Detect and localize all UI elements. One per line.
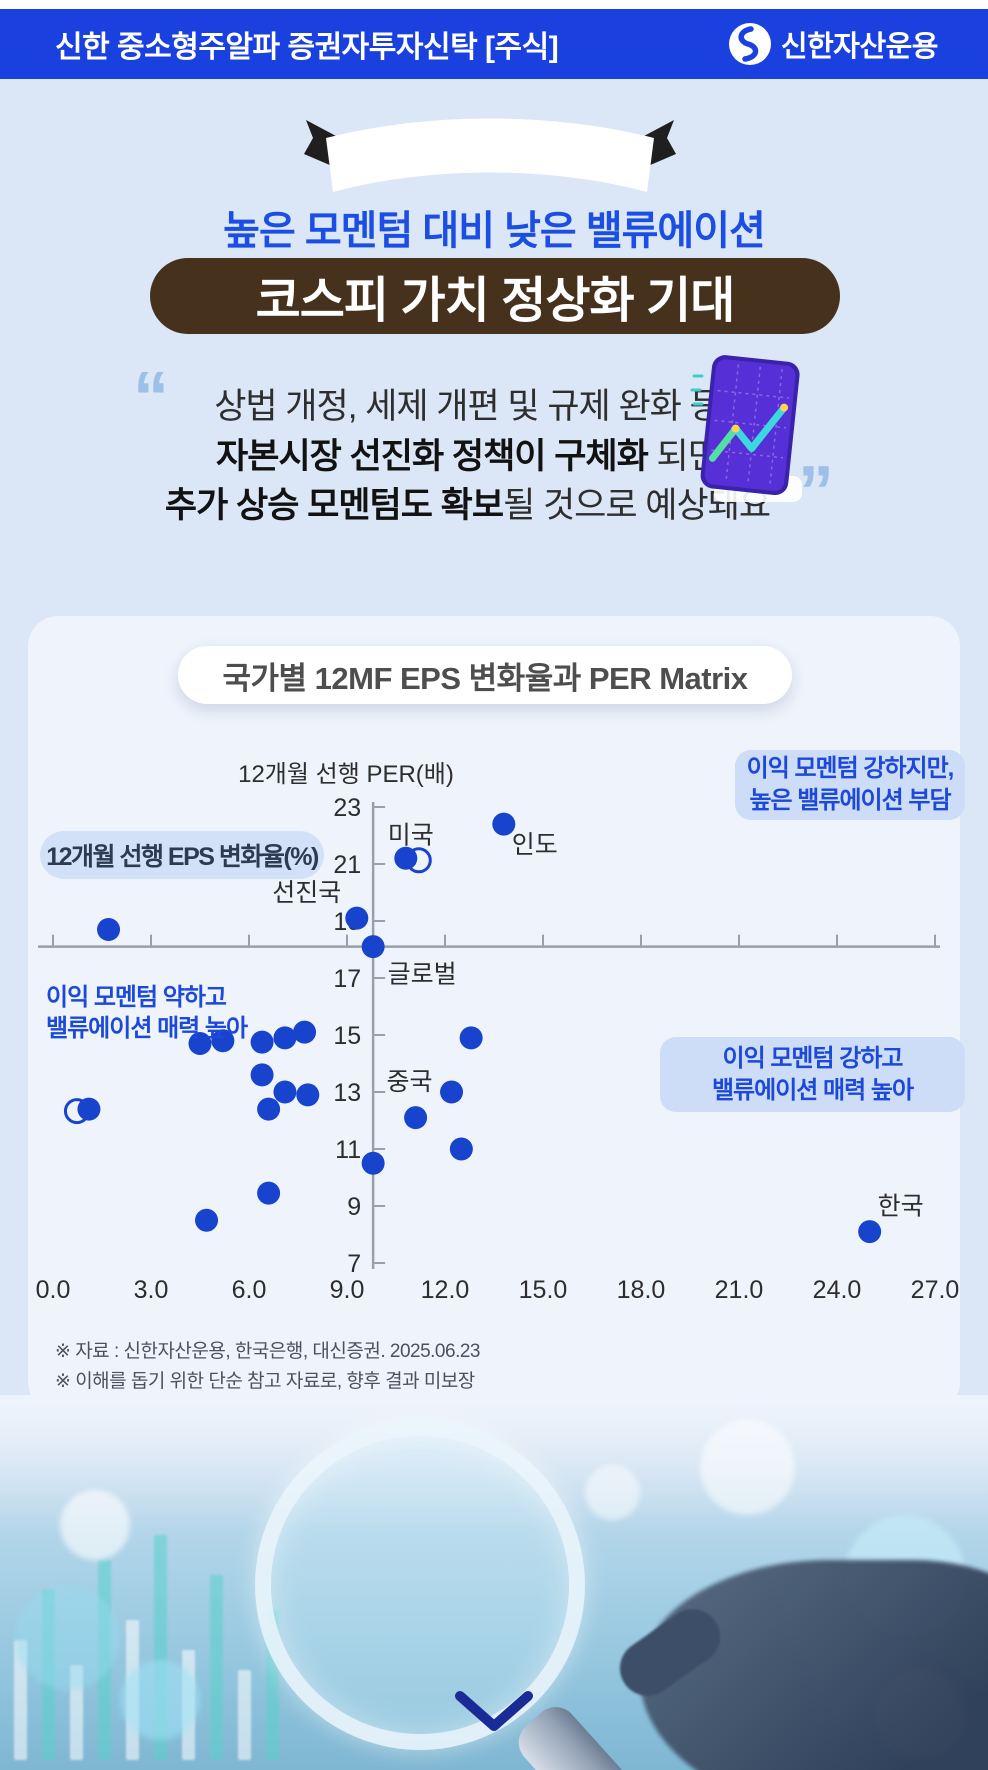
point-label-선진국: 선진국: [272, 879, 341, 907]
footnote-source: ※ 자료 : 신한자산운용, 한국은행, 대신증권. 2025.06.23: [55, 1341, 480, 1362]
x-tick-label: 27.0: [911, 1276, 960, 1304]
footnotes: ※ 자료 : 신한자산운용, 한국은행, 대신증권. 2025.06.23 ※ …: [55, 1337, 480, 1398]
scatter-point-선진국: [345, 906, 369, 930]
quote-text: 상법 개정, 세제 개편 및 규제 완화 등 자본시장 선진화 정책이 구체화 …: [95, 382, 840, 531]
y-tick-label: 9: [347, 1193, 361, 1221]
y-tick-label: 15: [333, 1022, 361, 1050]
scatter-point: [257, 1181, 281, 1205]
scatter-point: [296, 1083, 320, 1107]
bokeh-light: [585, 1465, 640, 1520]
chart-tablet-icon: [690, 355, 802, 502]
scatter-point: [459, 1026, 483, 1050]
brand-name: 신한자산운용: [780, 31, 939, 63]
point-label-미국: 미국: [388, 821, 434, 849]
scatter-point: [293, 1020, 317, 1044]
chart-title: 국가별 12MF EPS 변화율과 PER Matrix: [178, 646, 792, 704]
fund-title: 신한 중소형주알파 증권자투자신탁 [주식]: [55, 31, 559, 64]
scatter-point-글로벌: [361, 935, 385, 959]
point-label-한국: 한국: [878, 1193, 924, 1221]
scatter-point: [273, 1026, 297, 1050]
annotation-bottom-right: 이익 모멘텀 강하고 밸류에이션 매력 높아: [660, 1037, 965, 1112]
scatter-point: [257, 1097, 281, 1121]
y-tick-label: 7: [347, 1250, 361, 1278]
chart-card: [28, 616, 960, 1412]
scatter-point: [250, 1063, 274, 1087]
x-tick-label: 0.0: [36, 1276, 71, 1304]
point-label-중국: 중국: [387, 1068, 433, 1096]
y-tick-label: 11: [335, 1136, 361, 1164]
bokeh-light: [700, 1420, 795, 1515]
top-white-strip: [0, 0, 988, 9]
scatter-point-중국: [440, 1080, 464, 1104]
scatter-point-한국: [858, 1220, 882, 1244]
scatter-point: [250, 1030, 274, 1054]
scatter-point: [449, 1137, 473, 1161]
hero-title-pill: 코스피 가치 정상화 기대: [150, 258, 840, 334]
scatter-point: [97, 918, 121, 942]
brand-logo: 신한자산운용: [728, 22, 939, 66]
bokeh-light: [15, 1585, 120, 1690]
y-tick-label: 17: [333, 965, 361, 993]
point-label-인도: 인도: [512, 831, 558, 859]
x-tick-label: 21.0: [715, 1276, 764, 1304]
scatter-point: [273, 1080, 297, 1104]
scatter-point: [361, 1151, 385, 1175]
footnote-disclaimer: ※ 이해를 돕기 위한 단순 참고 자료로, 향후 결과 미보장: [55, 1371, 475, 1393]
x-tick-label: 24.0: [813, 1276, 862, 1304]
scatter-point-미국: [394, 846, 418, 870]
scatter-point-인도: [492, 812, 516, 836]
ribbon-banner: [304, 118, 676, 192]
hero-subtitle: 높은 모멘텀 대비 낮은 밸류에이션: [223, 209, 766, 253]
stock-market-photo: [0, 1395, 988, 1770]
quote-line-1: 상법 개정, 세제 개편 및 규제 완화 등: [214, 387, 722, 426]
x-tick-label: 6.0: [232, 1276, 267, 1304]
scatter-point: [404, 1106, 428, 1130]
x-tick-label: 15.0: [519, 1276, 568, 1304]
scatter-point: [77, 1097, 101, 1121]
bokeh-light: [60, 1490, 130, 1560]
chevron-down-icon[interactable]: [452, 1688, 536, 1740]
y-tick-label: 13: [333, 1079, 361, 1107]
scatter-point: [211, 1029, 235, 1053]
x-axis-title-pill: 12개월 선행 EPS 변화율(%): [40, 831, 324, 879]
annotation-top-right: 이익 모멘텀 강하지만, 높은 밸류에이션 부담: [735, 750, 965, 820]
x-tick-label: 3.0: [134, 1276, 169, 1304]
x-tick-label: 9.0: [330, 1276, 365, 1304]
y-tick-label: 23: [333, 794, 361, 822]
scatter-axes: 23211917151311970.03.06.09.012.015.018.0…: [36, 761, 960, 1304]
quote-line-2: 자본시장 선진화 정책이 구체화 되면: [216, 436, 720, 476]
x-tick-label: 12.0: [421, 1276, 470, 1304]
annotation-left: 이익 모멘텀 약하고 밸류에이션 매력 높아: [46, 984, 248, 1042]
y-axis-title: 12개월 선행 PER(배): [238, 761, 454, 788]
scatter-point: [195, 1208, 219, 1232]
header-bar: 신한 중소형주알파 증권자투자신탁 [주식] 신한자산운용: [0, 9, 988, 79]
shinhan-logo-icon: [728, 23, 771, 65]
x-tick-label: 18.0: [617, 1276, 666, 1304]
point-label-글로벌: 글로벌: [388, 961, 457, 989]
y-tick-label: 21: [333, 851, 361, 879]
scatter-point: [188, 1032, 212, 1056]
scatter-chart: 23211917151311970.03.06.09.012.015.018.0…: [36, 761, 960, 1304]
bokeh-light: [120, 1660, 200, 1740]
